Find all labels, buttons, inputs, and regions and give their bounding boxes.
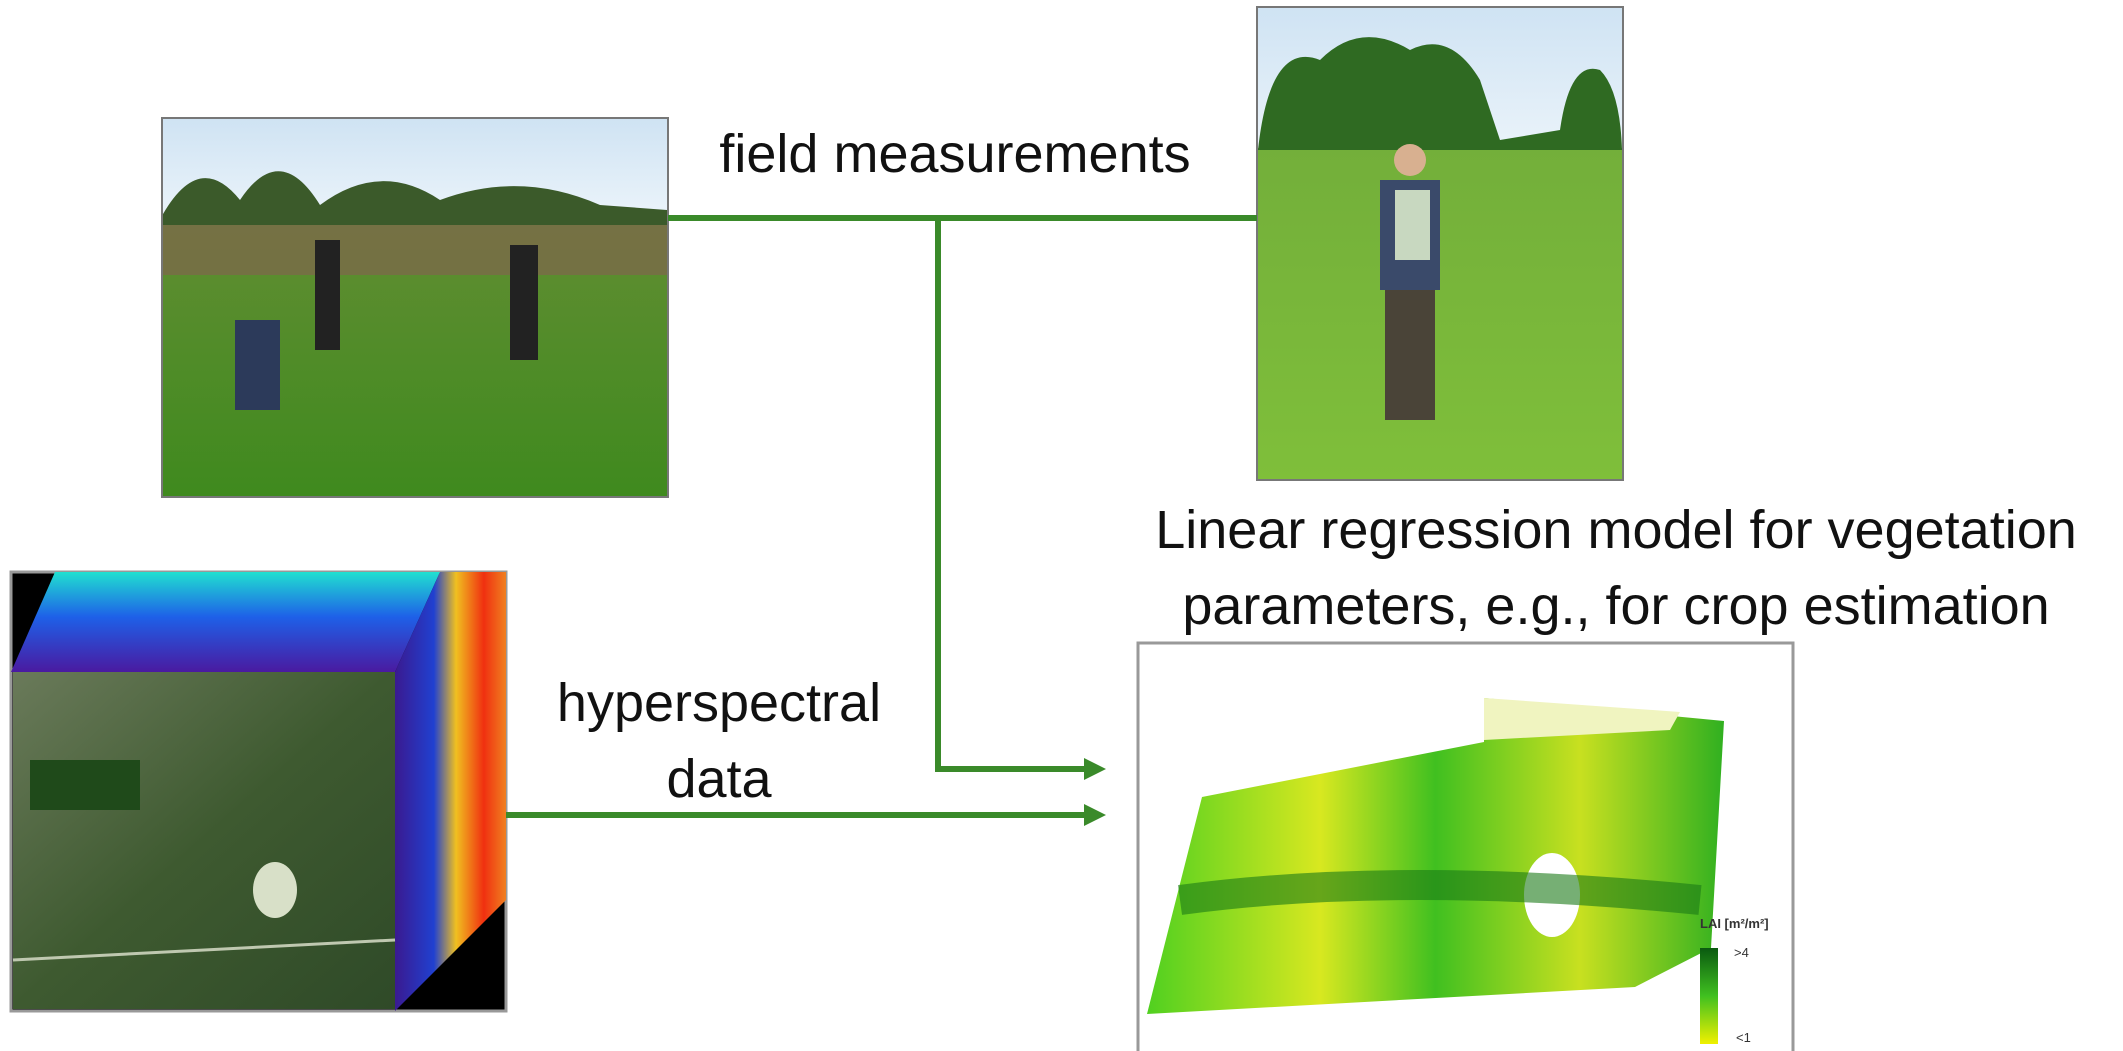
legend-max: >4 [1734, 945, 1749, 960]
field-label: field measurements [719, 124, 1190, 184]
legend-title: LAI [m²/m²] [1700, 916, 1769, 931]
arrowhead [1084, 758, 1106, 780]
lai-map: LAI [m²/m²] >4 <1 [1138, 643, 1793, 1051]
model-label: Linear regression model for vegetation [1155, 500, 2077, 560]
page: field measurements hyperspectral data Li… [0, 0, 2123, 1051]
hyperspectral-label: data [666, 749, 772, 809]
lawn-photo [1257, 7, 1623, 480]
hyperspectral-label: hyperspectral [557, 673, 881, 733]
field-photo [162, 118, 668, 497]
legend-min: <1 [1736, 1030, 1751, 1045]
arrowhead [1084, 804, 1106, 826]
hyperspectral-cube [11, 572, 506, 1011]
model-label: parameters, e.g., for crop estimation [1182, 576, 2049, 636]
field-arrow [938, 218, 1090, 769]
diagram: field measurements hyperspectral data Li… [0, 0, 2123, 1051]
